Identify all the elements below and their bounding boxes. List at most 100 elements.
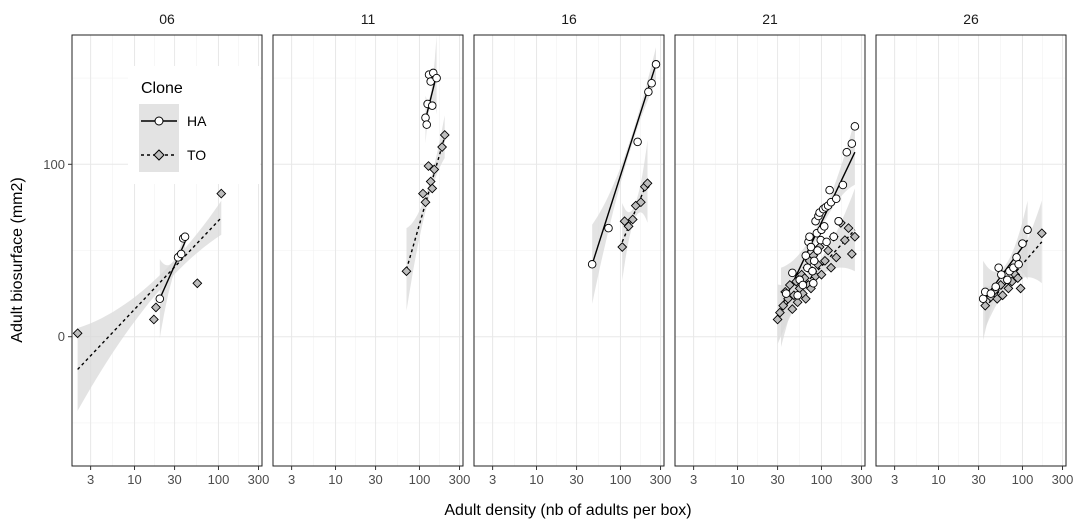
fit-line-to [405, 136, 446, 270]
data-point-ha [820, 222, 829, 231]
data-point-to [846, 249, 857, 259]
panel-21: 21 3 10 30 100 300 [674, 11, 873, 487]
x-tick-label: 300 [449, 472, 471, 487]
data-point-to [774, 307, 785, 318]
x-tick-label: 300 [650, 472, 672, 487]
data-point-ha [647, 79, 656, 88]
legend-label-ha: HA [187, 113, 207, 129]
fit-line-ha [591, 64, 657, 265]
x-tick-label: 300 [851, 472, 873, 487]
data-point-to [820, 255, 830, 266]
panel-strip-label: 21 [762, 11, 778, 27]
x-tick-label: 10 [931, 472, 945, 487]
data-point-ha [997, 270, 1006, 279]
data-point-to [1015, 283, 1026, 294]
data-point-to [800, 293, 811, 304]
data-point-ha [842, 147, 851, 157]
data-point-to [420, 197, 431, 208]
x-tick-label: 10 [529, 472, 543, 487]
data-point-to [787, 304, 798, 315]
data-point-ha [986, 289, 996, 298]
x-tick-label: 300 [248, 472, 270, 487]
data-point-ha [176, 249, 186, 259]
data-point-ha [644, 87, 653, 97]
fit-line-to [621, 181, 649, 243]
data-point-to [635, 197, 646, 208]
data-point-ha [587, 260, 597, 269]
data-point-to [427, 183, 438, 194]
data-point-ha [809, 256, 819, 266]
data-point-to [617, 242, 628, 252]
data-point-ha [813, 246, 822, 255]
data-point-ha [633, 137, 642, 147]
data-point-ha [832, 194, 841, 204]
data-point-to [831, 252, 842, 263]
data-point-to [72, 328, 83, 339]
data-point-ha [180, 232, 190, 241]
panel-strip-label: 16 [561, 11, 577, 27]
data-point-ha [604, 223, 613, 233]
x-tick-label: 3 [87, 472, 94, 487]
data-point-to [792, 297, 803, 308]
data-point-to [843, 223, 854, 234]
data-point-ha [421, 113, 430, 123]
y-tick-label: 0 [58, 329, 65, 344]
x-tick-label: 100 [811, 472, 833, 487]
panel-border [71, 34, 263, 467]
legend-key-to-marker [153, 149, 165, 161]
data-point-to [216, 188, 227, 199]
data-point-to [627, 214, 638, 225]
data-point-ha [801, 251, 811, 260]
data-point-ha [825, 185, 834, 195]
data-point-to [418, 188, 428, 199]
data-point-to [823, 245, 834, 256]
confidence-ribbon-to [622, 140, 648, 281]
legend-label-to: TO [187, 147, 206, 163]
panel-border [272, 34, 464, 467]
data-point-ha [834, 216, 843, 226]
data-point-ha [798, 280, 808, 290]
confidence-ribbon-ha [592, 47, 656, 304]
x-tick-label: 100 [1012, 472, 1034, 487]
data-point-ha [1012, 253, 1021, 262]
data-point-ha [805, 232, 814, 241]
data-point-ha [1014, 260, 1023, 269]
x-tick-label: 30 [569, 472, 583, 487]
panel-border [674, 34, 866, 467]
x-tick-label: 10 [328, 472, 342, 487]
data-point-ha [155, 294, 165, 304]
data-point-ha [651, 60, 661, 69]
x-tick-label: 10 [127, 472, 141, 487]
data-point-to [816, 269, 827, 280]
panel-strip-label: 11 [361, 11, 376, 27]
data-point-to [772, 314, 783, 325]
x-tick-label: 300 [1052, 472, 1074, 487]
data-point-ha [808, 266, 817, 276]
x-tick-label: 3 [891, 472, 898, 487]
data-point-to [148, 314, 159, 325]
data-point-to [437, 142, 448, 152]
panel-border [875, 34, 1067, 467]
data-point-ha [991, 282, 1000, 291]
fit-line-to [77, 217, 222, 370]
data-point-to [1003, 283, 1014, 294]
panel-border [473, 34, 665, 467]
data-point-ha [428, 101, 437, 110]
legend-key-to: TO [139, 138, 206, 172]
data-point-to [423, 161, 434, 171]
y-tick-label: 100 [43, 157, 65, 172]
x-tick-label: 30 [167, 472, 181, 487]
data-point-ha [809, 279, 818, 288]
panel-11: 11 3 10 30 100 300 [272, 11, 471, 487]
data-point-to [784, 280, 795, 290]
x-tick-label: 30 [770, 472, 784, 487]
data-point-ha [806, 242, 816, 252]
data-point-ha [978, 294, 988, 304]
x-tick-label: 100 [610, 472, 632, 487]
data-point-ha [838, 180, 848, 190]
x-tick-label: 100 [208, 472, 230, 487]
data-point-ha [822, 237, 831, 247]
x-tick-label: 3 [288, 472, 295, 487]
